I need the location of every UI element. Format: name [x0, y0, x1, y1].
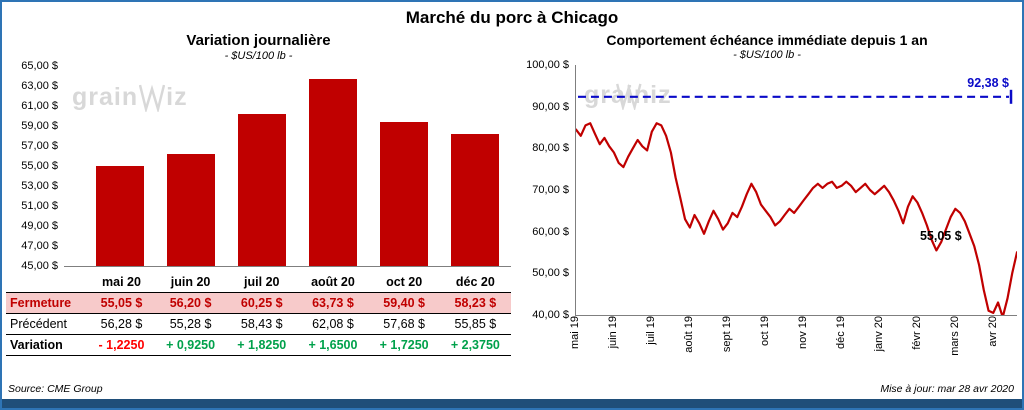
y-axis-tick-label: 45,00 $	[21, 260, 58, 272]
x-axis-tick-label: janv 20	[873, 316, 886, 352]
table-cell: + 1,7250	[368, 334, 440, 356]
table-cell: 63,73 $	[297, 292, 369, 314]
y-axis-tick-label: 50,00 $	[532, 267, 569, 280]
x-axis-tick-label: juil 19	[645, 316, 658, 345]
y-axis-tick-label: 47,00 $	[21, 240, 58, 252]
table-header-row: mai 20 juin 20 juil 20 août 20 oct 20 déc 20	[6, 272, 511, 293]
y-axis-tick-label: 51,00 $	[21, 200, 58, 212]
year-trend-panel: Comportement échéance immédiate depuis 1…	[517, 32, 1017, 367]
last-value-label: 55,05 $	[919, 229, 962, 244]
table-cell: 57,68 $	[368, 313, 440, 335]
table-cell: + 1,8250	[226, 334, 298, 356]
bar	[380, 122, 429, 266]
bar-chart-subtitle: - $US/100 lb -	[224, 50, 293, 62]
y-axis-tick-label: 80,00 $	[532, 142, 569, 155]
table-cell: 59,40 $	[368, 292, 440, 314]
table-row-fermeture: Fermeture 55,05 $56,20 $60,25 $63,73 $59,…	[6, 292, 511, 314]
table-cell: + 1,6500	[297, 334, 369, 356]
x-axis-tick-label: sept 19	[721, 316, 734, 353]
table-cell: 55,85 $	[439, 313, 511, 335]
bar-chart-plot-area: grain iz	[64, 66, 511, 267]
bar	[237, 113, 286, 266]
bar	[309, 78, 358, 266]
x-axis-tick-label: déc 19	[835, 316, 848, 350]
reference-value-label: 92,38 $	[967, 75, 1009, 90]
row-label: Précédent	[6, 313, 88, 335]
y-axis-tick-label: 61,00 $	[21, 100, 58, 112]
y-axis-tick-label: 55,00 $	[21, 160, 58, 172]
row-label: Variation	[6, 334, 88, 356]
updated-note: Mise à jour: mar 28 avr 2020	[880, 383, 1014, 395]
table-cell: 55,28 $	[154, 313, 227, 335]
line-chart: 100,00 $ 90,00 $ 80,00 $ 70,00 $ 60,00 $ 50,0…	[517, 59, 1017, 321]
bar-chart: 65,00 $ 63,00 $ 61,00 $ 59,00 $ 57,00 $ 55,00…	[6, 60, 511, 272]
table-cell: - 1,2250	[88, 334, 155, 356]
x-axis-tick-label: mai 19	[569, 316, 581, 350]
month-column-header: mai 20	[88, 272, 155, 293]
month-column-header: oct 20	[368, 272, 440, 293]
y-axis-tick-label: 70,00 $	[532, 184, 569, 196]
month-column-header: août 20	[297, 272, 369, 293]
y-axis-tick-label: 53,00 $	[21, 180, 58, 192]
month-column-header: juin 20	[154, 272, 227, 293]
x-axis-tick-label: mars 20	[949, 316, 962, 356]
line-chart-title: Comportement échéance immédiate depuis 1…	[606, 32, 928, 48]
y-axis-tick-label: 59,00 $	[21, 120, 58, 132]
row-label: Fermeture	[6, 292, 88, 314]
y-axis-tick-label: 90,00 $	[532, 100, 569, 113]
y-axis-tick-label: 57,00 $	[21, 140, 58, 152]
bar-series	[64, 66, 511, 266]
source-note: Source: CME Group	[8, 383, 103, 395]
bar	[166, 154, 215, 266]
line-chart-y-axis: 100,00 $ 90,00 $ 80,00 $ 70,00 $ 60,00 $ 50,0…	[517, 59, 575, 321]
y-axis-tick-label: 100,00 $	[526, 59, 569, 71]
table-cell: 56,20 $	[154, 292, 227, 314]
table-cell: 62,08 $	[297, 313, 369, 335]
y-axis-tick-label: 60,00 $	[532, 225, 569, 238]
x-axis-tick-label: août 19	[683, 316, 696, 353]
table-cell: 58,23 $	[439, 292, 511, 314]
page-title: Marché du porc à Chicago	[405, 8, 619, 27]
bar-chart-y-axis: 65,00 $ 63,00 $ 61,00 $ 59,00 $ 57,00 $ 55,00…	[6, 60, 64, 272]
table-cell: 56,28 $	[88, 313, 155, 335]
month-column-header: déc 20	[439, 272, 511, 293]
y-axis-tick-label: 49,00 $	[21, 220, 58, 232]
price-line-svg	[576, 89, 1017, 315]
x-axis-tick-label: févr 20	[911, 316, 924, 350]
table-cell: + 0,9250	[154, 334, 227, 356]
x-axis-tick-label: oct 19	[759, 316, 772, 346]
bar	[95, 165, 144, 266]
y-axis-tick-label: 63,00 $	[21, 80, 58, 92]
line-chart-plot-area: grain iz 92,38 $ 55,05 $	[575, 65, 1017, 316]
bar	[451, 133, 500, 266]
daily-variation-panel: Variation journalière - $US/100 lb - 65,…	[6, 32, 511, 356]
x-axis-tick-label: juin 19	[607, 316, 620, 349]
table-corner-cell	[6, 272, 88, 293]
table-cell: + 2,3750	[439, 334, 511, 356]
line-chart-x-axis: mai 19 juin 19 juil 19 août 19 sept 19 oct 19…	[569, 315, 1017, 367]
x-axis-tick-label: avr 20	[987, 316, 1000, 347]
y-axis-tick-label: 65,00 $	[21, 60, 58, 72]
bar-chart-title: Variation journalière	[186, 32, 331, 49]
price-table: mai 20 juin 20 juil 20 août 20 oct 20 déc 20 F…	[6, 272, 511, 356]
x-axis-tick-label: nov 19	[797, 316, 810, 350]
bottom-accent-bar	[2, 399, 1022, 408]
month-column-header: juil 20	[226, 272, 298, 293]
table-row-precedent: Précédent 56,28 $55,28 $58,43 $62,08 $57,…	[6, 313, 511, 335]
table-row-variation: Variation - 1,2250 + 0,9250 + 1,8250 + 1,650…	[6, 334, 511, 356]
line-chart-subtitle: - $US/100 lb -	[733, 49, 801, 61]
y-axis-tick-label: 40,00 $	[532, 309, 569, 321]
table-cell: 58,43 $	[226, 313, 298, 335]
table-cell: 55,05 $	[88, 292, 155, 314]
table-cell: 60,25 $	[226, 292, 298, 314]
